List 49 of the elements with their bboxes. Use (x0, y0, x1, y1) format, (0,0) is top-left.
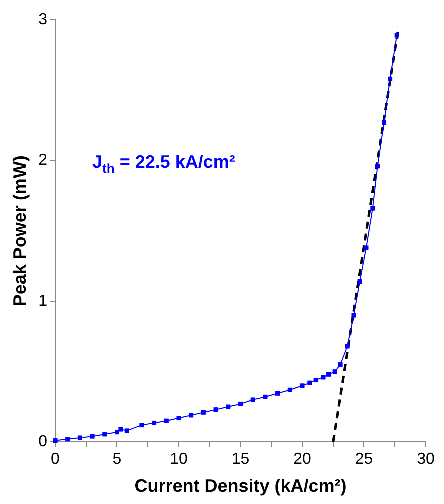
y-tick-label: 0 (38, 434, 48, 451)
point (394, 33, 400, 38)
point (345, 344, 350, 349)
point (140, 423, 144, 428)
x-tick-label: 30 (417, 451, 435, 468)
x-tick-label: 15 (232, 451, 250, 468)
y-tick-label: 3 (38, 11, 48, 28)
point (66, 437, 70, 442)
point (238, 402, 244, 406)
point (338, 362, 343, 368)
point (388, 76, 393, 82)
point (78, 436, 82, 440)
point (364, 246, 369, 250)
point (314, 378, 318, 383)
x-tick-label: 10 (170, 451, 188, 468)
x-axis-title: Current Density (kA/cm²) (134, 476, 347, 496)
point (300, 384, 305, 388)
point (250, 398, 256, 402)
point (358, 280, 362, 284)
point (118, 427, 124, 432)
point (326, 372, 332, 377)
point (276, 391, 280, 396)
point (201, 410, 206, 415)
point (376, 164, 380, 169)
point (152, 420, 157, 426)
point (321, 375, 326, 380)
y-axis-title: Peak Power (mW) (10, 156, 30, 307)
x-tick-label: 20 (294, 451, 312, 468)
point (124, 428, 130, 434)
point (263, 394, 268, 400)
point (53, 438, 58, 444)
point (164, 418, 169, 424)
point (332, 370, 338, 374)
y-tick-label: 2 (38, 152, 48, 170)
point (308, 380, 312, 386)
point (102, 432, 108, 437)
point (288, 388, 292, 392)
x-tick-label: 0 (51, 451, 60, 468)
point (90, 434, 95, 439)
point (214, 408, 218, 412)
y-tick-label: 1 (38, 292, 48, 310)
point (370, 206, 376, 211)
point (226, 404, 231, 410)
point (189, 413, 194, 418)
point (352, 313, 356, 318)
point (382, 120, 387, 125)
x-tick-label: 25 (355, 451, 374, 468)
x-tick-label: 5 (112, 451, 122, 468)
point (176, 416, 182, 421)
